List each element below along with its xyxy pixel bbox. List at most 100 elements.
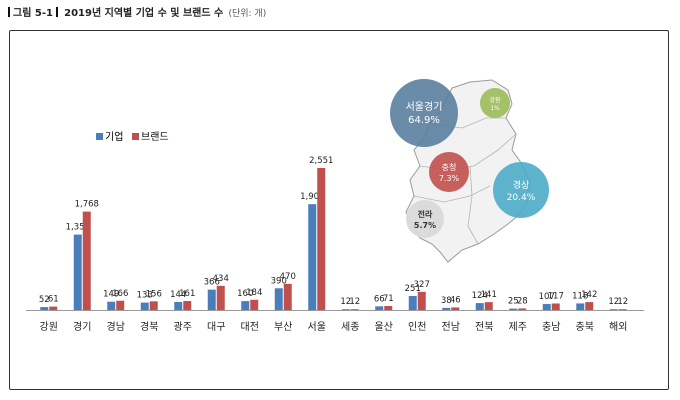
bar-firms-15 bbox=[542, 304, 551, 310]
bar-brands-0 bbox=[49, 306, 58, 310]
bar-brands-5 bbox=[216, 285, 225, 310]
korea-map-region-line bbox=[467, 165, 479, 245]
data-label-firms-0: 52 bbox=[39, 295, 50, 305]
data-label-brands-17: 12 bbox=[617, 297, 628, 307]
x-tick-label-7: 부산 bbox=[274, 321, 292, 333]
korea-map-region-line bbox=[413, 185, 491, 203]
data-label-brands-16: 142 bbox=[581, 290, 597, 300]
data-label-firms-7: 390 bbox=[271, 276, 287, 286]
data-label-brands-13: 141 bbox=[481, 290, 497, 300]
data-label-brands-14: 28 bbox=[517, 296, 528, 306]
data-label-firms-5: 366 bbox=[204, 278, 220, 288]
figure-label: 그림 5-1 bbox=[13, 8, 53, 19]
data-label-brands-5: 434 bbox=[213, 274, 229, 284]
figure-main-title: 2019년 지역별 기업 수 및 브랜드 수 bbox=[64, 8, 224, 19]
data-label-firms-6: 160 bbox=[237, 289, 253, 299]
bar-brands-17 bbox=[618, 309, 627, 310]
data-label-firms-16: 118 bbox=[572, 291, 588, 301]
bubble-label: 강원 bbox=[489, 96, 500, 104]
data-label-brands-4: 161 bbox=[179, 289, 195, 299]
bar-firms-2 bbox=[107, 301, 116, 310]
figure-title: 그림 5-1 2019년 지역별 기업 수 및 브랜드 수 (단위: 개) bbox=[8, 6, 266, 22]
bar-firms-5 bbox=[207, 289, 216, 310]
bar-firms-8 bbox=[308, 204, 317, 310]
x-tick-label-4: 광주 bbox=[174, 321, 192, 333]
x-tick-label-2: 경남 bbox=[107, 320, 125, 333]
bubble-circle bbox=[390, 79, 458, 147]
bar-firms-3 bbox=[140, 302, 149, 310]
bar-firms-12 bbox=[442, 307, 451, 310]
bubble-circle bbox=[493, 162, 549, 218]
title-marker-icon bbox=[8, 7, 10, 17]
bar-brands-3 bbox=[149, 301, 158, 310]
bar-firms-10 bbox=[375, 306, 384, 310]
bubble-jeolla: 전라 5.7% bbox=[406, 200, 444, 238]
bubble-seoul-gyeonggi: 서울경기 64.9% bbox=[390, 79, 458, 147]
x-tick-label-5: 대구 bbox=[207, 321, 225, 333]
data-label-brands-1: 1,768 bbox=[75, 200, 99, 210]
bar-brands-9 bbox=[350, 309, 359, 310]
data-label-firms-4: 144 bbox=[170, 290, 186, 300]
legend-swatch-firms bbox=[96, 133, 103, 140]
bubble-value: 7.3% bbox=[439, 174, 460, 183]
bar-brands-7 bbox=[283, 283, 292, 310]
x-tick-label-17: 해외 bbox=[609, 320, 627, 333]
data-label-firms-15: 107 bbox=[539, 292, 555, 302]
data-label-firms-8: 1,901 bbox=[300, 192, 324, 202]
bubble-gangwon: 강원 1% bbox=[480, 88, 510, 118]
x-tick-label-0: 강원 bbox=[40, 321, 58, 333]
legend-swatch-brands bbox=[132, 133, 139, 140]
data-label-brands-8: 2,551 bbox=[309, 156, 333, 166]
data-label-firms-11: 251 bbox=[405, 284, 421, 294]
bar-brands-6 bbox=[250, 299, 259, 310]
data-label-firms-2: 149 bbox=[103, 290, 119, 300]
bar-brands-10 bbox=[384, 306, 393, 310]
bar-firms-9 bbox=[341, 309, 350, 310]
bar-firms-0 bbox=[40, 307, 49, 310]
bar-firms-14 bbox=[509, 308, 518, 310]
bar-firms-11 bbox=[408, 296, 417, 310]
data-label-brands-12: 46 bbox=[450, 295, 461, 305]
bubble-circle bbox=[480, 88, 510, 118]
data-label-brands-11: 327 bbox=[414, 280, 430, 290]
x-tick-label-3: 경북 bbox=[140, 320, 158, 333]
legend: 기업 브랜드 bbox=[96, 130, 169, 143]
data-label-brands-15: 117 bbox=[548, 291, 564, 301]
data-label-brands-0: 61 bbox=[48, 295, 59, 305]
data-label-brands-7: 470 bbox=[280, 272, 296, 282]
x-tick-label-1: 경기 bbox=[73, 320, 91, 333]
data-label-brands-3: 156 bbox=[146, 289, 162, 299]
data-label-brands-6: 184 bbox=[246, 288, 262, 298]
x-tick-label-12: 전남 bbox=[442, 321, 460, 333]
bubble-label: 경상 bbox=[513, 179, 530, 191]
data-label-firms-14: 25 bbox=[508, 297, 519, 307]
x-tick-label-8: 서울 bbox=[308, 321, 326, 333]
x-tick-label-9: 세종 bbox=[341, 321, 359, 333]
bar-brands-12 bbox=[451, 307, 460, 310]
legend-label-brands: 브랜드 bbox=[141, 131, 169, 143]
data-label-firms-1: 1,355 bbox=[66, 223, 90, 233]
data-label-brands-9: 12 bbox=[349, 297, 360, 307]
x-tick-label-14: 제주 bbox=[509, 321, 527, 333]
data-label-firms-9: 12 bbox=[340, 297, 351, 307]
bar-brands-14 bbox=[518, 308, 527, 310]
bar-brands-4 bbox=[183, 301, 192, 310]
bubble-chungcheong: 충청 7.3% bbox=[429, 152, 469, 192]
data-label-brands-2: 166 bbox=[112, 289, 128, 299]
x-tick-label-13: 전북 bbox=[475, 321, 493, 333]
data-label-brands-10: 71 bbox=[383, 294, 394, 304]
data-label-firms-10: 66 bbox=[374, 294, 385, 304]
bubble-label: 전라 bbox=[418, 209, 433, 219]
x-tick-label-15: 충남 bbox=[542, 321, 560, 333]
bar-brands-2 bbox=[116, 300, 125, 310]
bar-firms-4 bbox=[174, 301, 183, 310]
bubble-label: 충청 bbox=[442, 163, 457, 172]
bar-firms-17 bbox=[609, 309, 618, 310]
bar-brands-11 bbox=[417, 291, 426, 310]
bar-brands-15 bbox=[551, 303, 560, 310]
bubble-label: 서울경기 bbox=[406, 100, 443, 113]
bar-brands-8 bbox=[317, 168, 326, 310]
data-label-firms-17: 12 bbox=[608, 297, 619, 307]
